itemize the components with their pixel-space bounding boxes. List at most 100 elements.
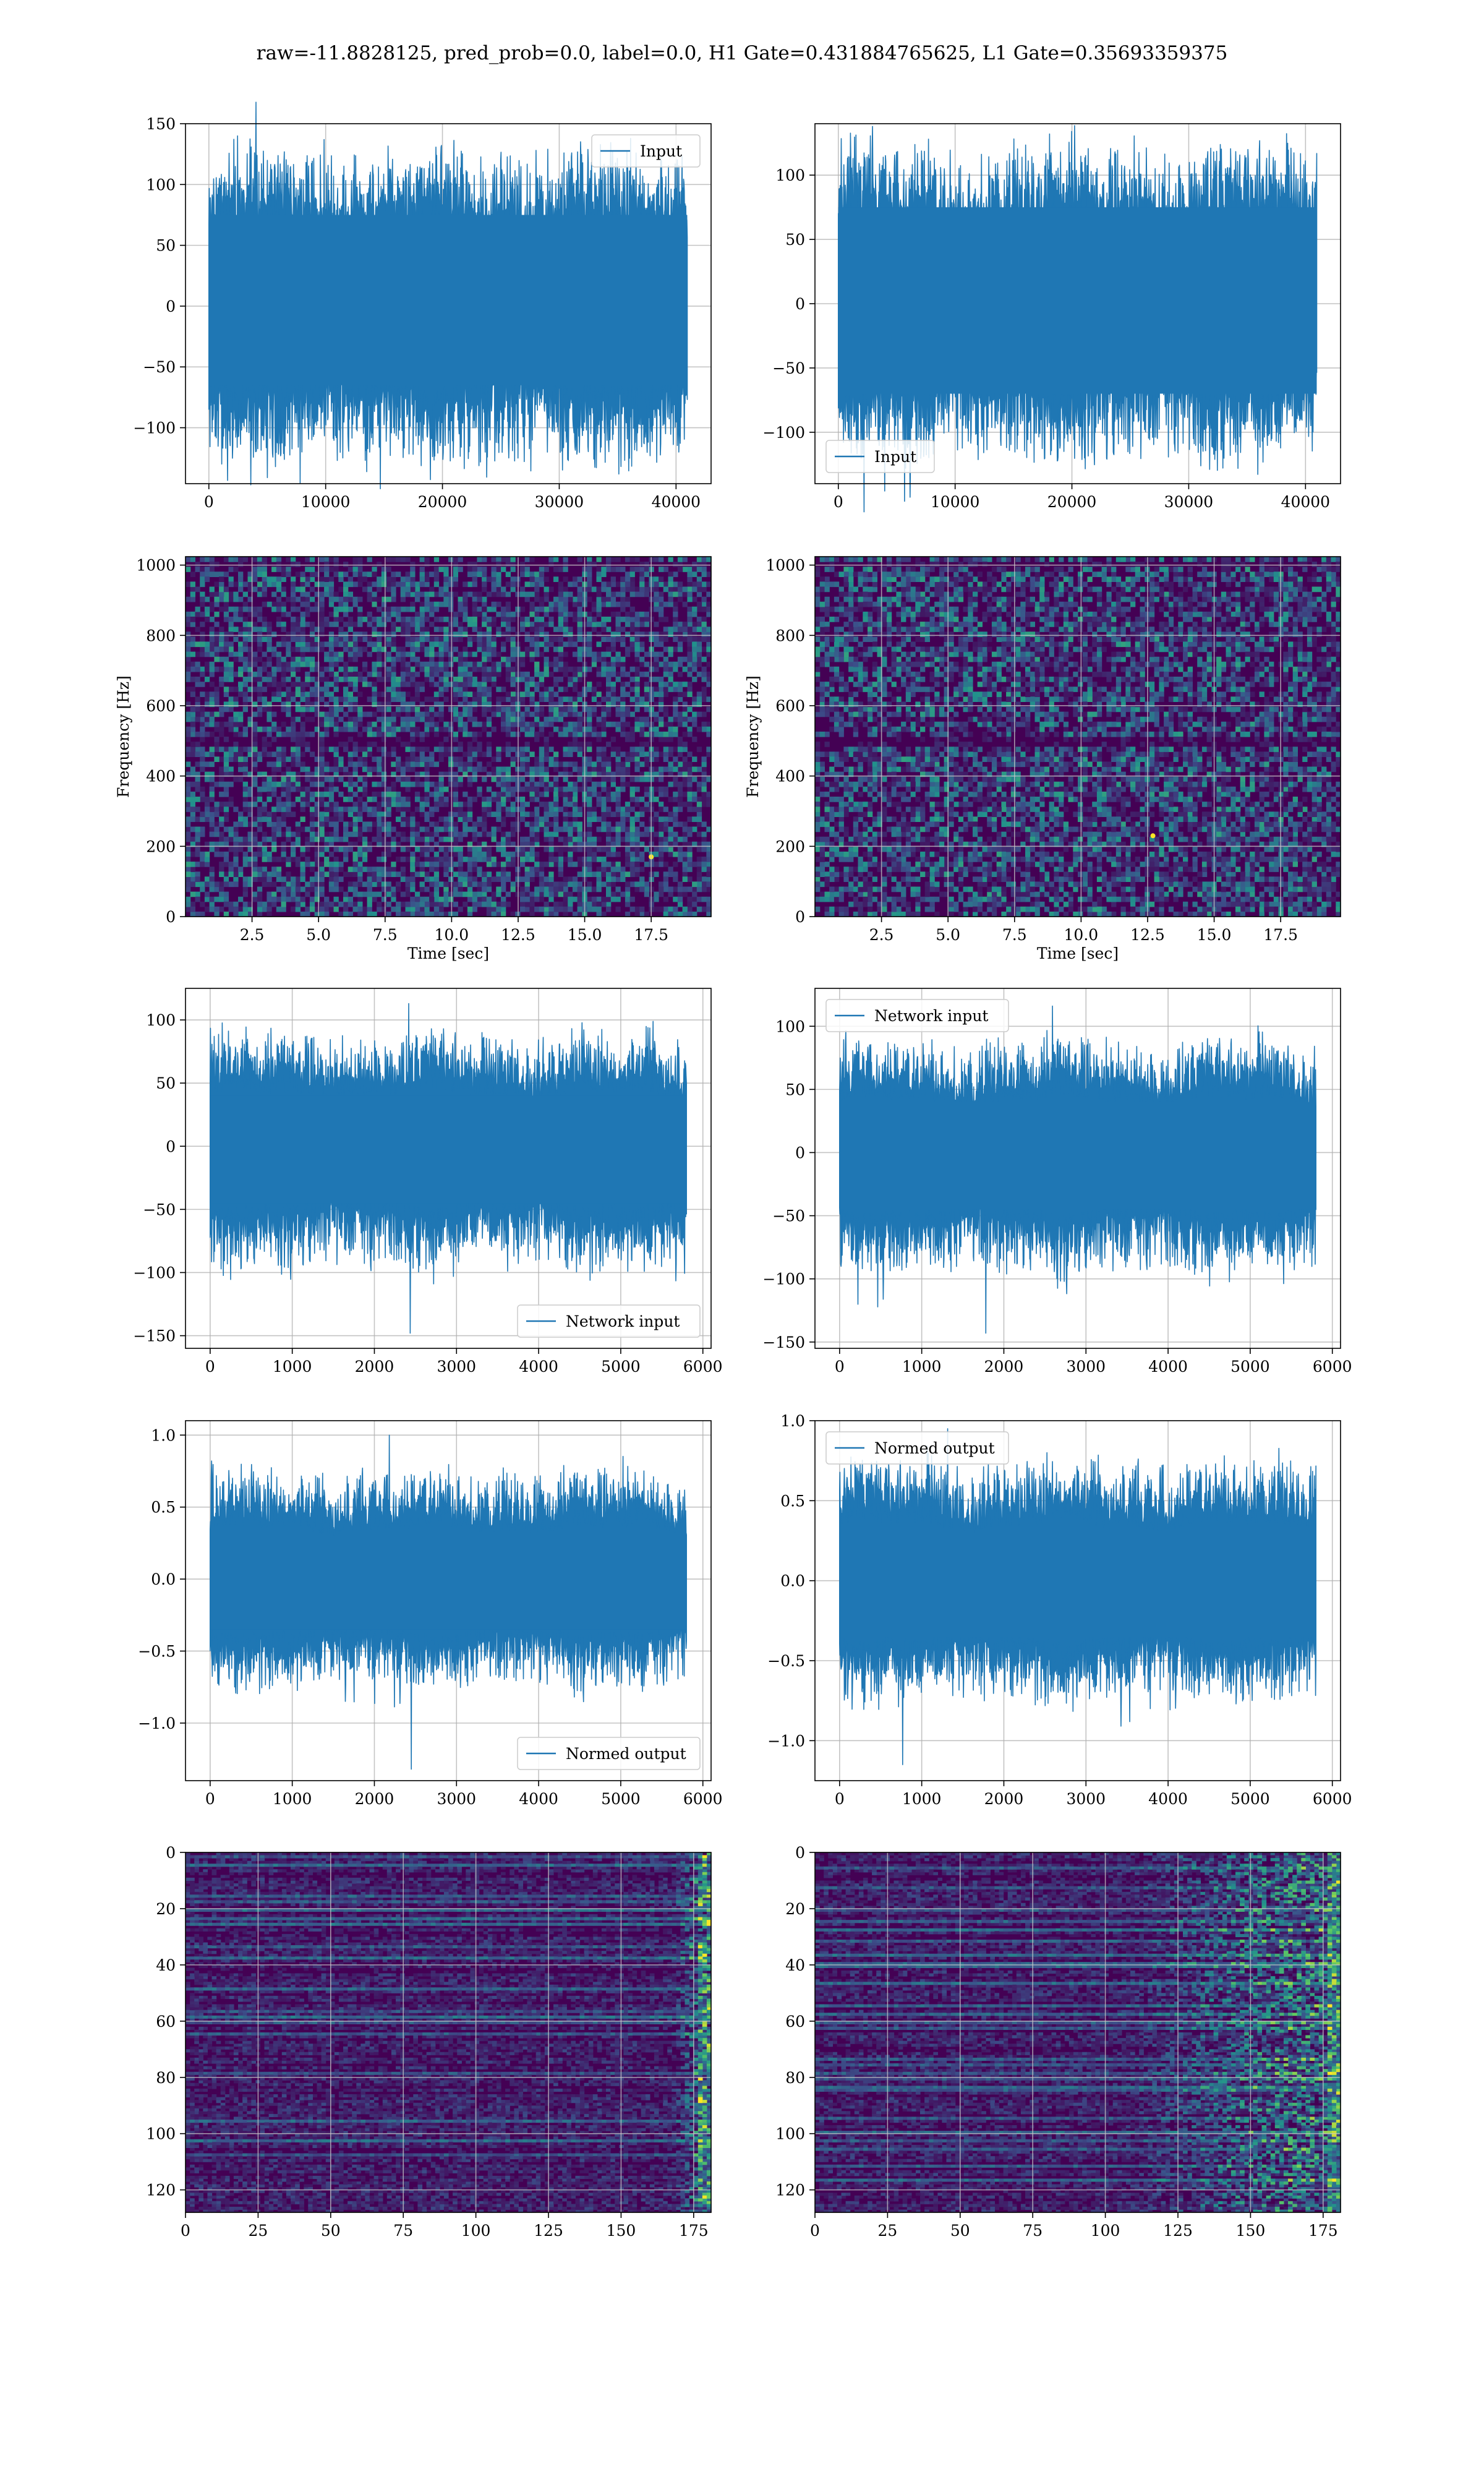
l1-input-legend-box (825, 440, 935, 473)
h1-feature-map-heat-cells (697, 1903, 703, 1906)
h1-feature-map-heat-cells (697, 2139, 703, 2142)
h1-feature-map-ytick-label: 80 (156, 2069, 176, 2087)
l1-feature-map-ytick-label: 60 (785, 2013, 805, 2031)
l1-feature-map-heat-cells (1331, 1917, 1337, 1920)
l1-spectrogram-heat-cells (815, 557, 1327, 917)
h1-feature-map-heat-cells (190, 1852, 699, 2213)
h1-spectrogram-heat-cells (524, 571, 530, 577)
l1-feature-map-heat-cells (1331, 1891, 1337, 1895)
l1-feature-map-heat-cells (1310, 1964, 1315, 1968)
h1-feature-map-heat-cells (190, 1852, 707, 2213)
h1-spectrogram-xtick-label: 15.0 (568, 926, 602, 944)
h1-spectrogram-xtick-label: 5.0 (306, 926, 331, 944)
l1-feature-map-heat-cells (1310, 2117, 1315, 2120)
h1-feature-map-heat-cells (689, 1951, 694, 1954)
h1-feature-map-heat-cells (697, 2091, 703, 2095)
l1-feature-map-heat-cells (1244, 1864, 1249, 1867)
h1-spectrogram-heat-cells (186, 576, 702, 917)
l1-feature-map-heat-cells (1288, 2178, 1293, 2182)
h1-feature-map-heat-cells (706, 1920, 712, 1924)
h1-feature-map-heat-cells (702, 2162, 707, 2165)
h1-feature-map-ytick-label: 0 (166, 1844, 176, 1862)
l1-feature-map-heat-cells (1327, 1953, 1333, 1957)
l1-input-xtick-label: 10000 (931, 493, 980, 511)
l1-feature-map-heat-cells (1274, 2057, 1280, 2061)
l1-input-xtick-label: 20000 (1047, 493, 1097, 511)
h1-input-ytick-label: 150 (146, 115, 176, 133)
l1-feature-map-chart: 0 25 50 75 100 125 150 175 0 20 40 60 80 100 120 (775, 1844, 1341, 2240)
h1-normed-output-xtick-label: 5000 (601, 1790, 641, 1808)
l1-feature-map-ytick-label: 100 (775, 2125, 805, 2143)
l1-normed-output-series-core (839, 1533, 1316, 1637)
h1-feature-map-heat-cells (702, 1964, 707, 1968)
h1-feature-map-heat-cells (706, 1987, 712, 1991)
l1-feature-map-ytick-label: 20 (785, 1900, 805, 1918)
h1-spectrogram-heat-cells (467, 906, 473, 912)
l1-feature-map-heat-cells (1283, 2063, 1289, 2067)
h1-feature-map-heat-cells (706, 1903, 712, 1906)
h1-feature-map-heat-cells (190, 1858, 694, 2213)
h1-input-ytick-label: 100 (146, 176, 176, 194)
h1-feature-map-heat-cells (706, 2193, 712, 2196)
l1-feature-map-heat-cells (1327, 1903, 1333, 1906)
h1-network-input-xtick-label: 5000 (601, 1358, 641, 1376)
l1-normed-output-xtick-label: 6000 (1313, 1790, 1352, 1808)
l1-feature-map-heat-cells (1336, 2195, 1341, 2199)
h1-normed-output-xtick-label: 3000 (437, 1790, 476, 1808)
h1-feature-map-heat-cells (697, 2156, 703, 2160)
h1-spectrogram-xtick-label: 17.5 (634, 926, 668, 944)
l1-feature-map-xtick-label: 150 (1236, 2222, 1266, 2240)
l1-feature-map-heat-cells (1283, 2071, 1289, 2075)
h1-feature-map-heat-cells (697, 1995, 703, 1999)
l1-spectrogram-ytick-label: 600 (775, 697, 805, 715)
l1-feature-map-xtick-label: 175 (1308, 2222, 1338, 2240)
h1-spectrogram-heat-cells (524, 876, 530, 882)
l1-feature-map-heat-cells (1318, 1973, 1324, 1977)
l1-input-xtick-label: 0 (834, 493, 843, 511)
h1-feature-map-ytick-label: 60 (156, 2013, 176, 2031)
l1-feature-map-heat-cells (1327, 2021, 1333, 2024)
h1-network-input-xtick-label: 4000 (519, 1358, 558, 1376)
h1-normed-output-xtick-label: 1000 (273, 1790, 312, 1808)
l1-spectrogram-heat-cells (1292, 911, 1298, 917)
l1-feature-map-heat-cells (1331, 1982, 1337, 1985)
l1-input-ytick-label: −100 (762, 424, 805, 442)
l1-spectrogram-xtick-label: 7.5 (1002, 926, 1027, 944)
l1-feature-map-xtick-label: 75 (1023, 2222, 1043, 2240)
h1-input-ytick-label: 0 (166, 297, 176, 315)
l1-feature-map-heat-cells (1336, 1982, 1341, 1985)
l1-feature-map-xtick-label: 25 (877, 2222, 897, 2240)
l1-feature-map-heat-cells (1331, 1937, 1337, 1940)
h1-spectrogram-heat-cells (204, 571, 702, 852)
l1-spectrogram-heat-cells (1006, 641, 1241, 907)
h1-feature-map-heat-cells (702, 2015, 707, 2019)
l1-feature-map-heat-cells (1336, 1953, 1341, 1957)
l1-feature-map-heat-cells (1261, 1920, 1267, 1924)
h1-feature-map-heat-cells (697, 2122, 703, 2126)
l1-feature-map-heat-cells (1336, 2010, 1341, 2013)
l1-spectrogram-ytick-label: 0 (795, 908, 805, 926)
l1-normed-output-xtick-label: 4000 (1148, 1790, 1188, 1808)
l1-feature-map-xtick-label: 0 (810, 2222, 820, 2240)
h1-feature-map-heat-cells (697, 2147, 703, 2151)
l1-feature-map-heat-cells (1323, 1908, 1328, 1912)
h1-network-input-axes-frame (185, 988, 712, 1349)
h1-feature-map-ytick-label: 40 (156, 1956, 176, 1974)
l1-spectrogram-ytick-label: 200 (775, 837, 805, 855)
l1-normed-output-ytick-label: 1.0 (780, 1412, 805, 1430)
l1-feature-map-heat-cells (1331, 2071, 1337, 2075)
h1-network-input-ytick-label: −150 (133, 1327, 176, 1345)
l1-normed-output-chart: 0 1000 2000 3000 4000 5000 6000 −1.0 −0.5 0.0 0.5 1… (767, 1412, 1352, 1808)
l1-spectrogram-xtick-label: 17.5 (1263, 926, 1298, 944)
h1-feature-map-heat-cells (697, 1866, 703, 1870)
l1-spectrogram-xtick-label: 12.5 (1130, 926, 1165, 944)
l1-feature-map-xtick-label: 50 (950, 2222, 970, 2240)
l1-network-input-xtick-label: 2000 (984, 1358, 1024, 1376)
l1-spectrogram-xlabel: Time [sec] (1037, 944, 1119, 962)
h1-spectrogram-xtick-label: 10.0 (435, 926, 469, 944)
l1-feature-map-heat-cells (1261, 2164, 1289, 2177)
l1-feature-map-heat-cells (1331, 2100, 1337, 2104)
h1-feature-map-xtick-label: 150 (607, 2222, 636, 2240)
l1-spectrogram-xtick-label: 2.5 (869, 926, 894, 944)
